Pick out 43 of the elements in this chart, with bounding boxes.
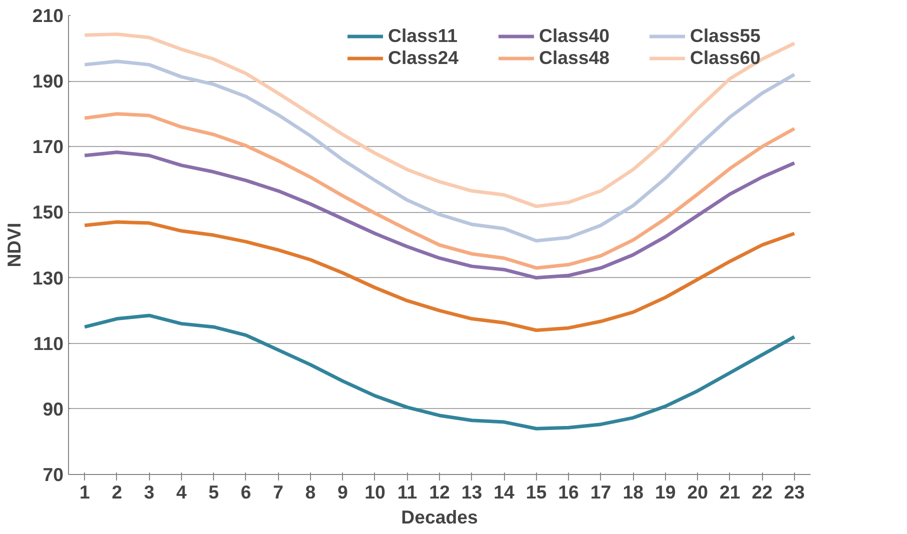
y-tick-label: 110 (33, 332, 64, 354)
x-tick-label: 23 (784, 482, 805, 502)
x-tick-label: 16 (558, 482, 579, 502)
legend-label: Class24 (388, 47, 460, 69)
x-tick-label: 5 (208, 482, 219, 502)
x-tick-label: 11 (397, 482, 418, 502)
legend-label: Class48 (539, 47, 611, 69)
x-tick-label: 15 (526, 482, 547, 502)
line-series (82, 220, 796, 332)
x-tick-label: 17 (590, 482, 612, 502)
y-tick-label: 190 (32, 70, 64, 92)
y-tick-label: 130 (32, 267, 64, 288)
y-tick-label: 70 (42, 464, 64, 485)
x-tick-label: 1 (79, 482, 90, 502)
legend-label: Class11 (388, 25, 459, 47)
line-series (82, 150, 796, 280)
x-tick-label: 7 (273, 482, 284, 502)
legend-label: Class60 (690, 47, 762, 69)
x-tick-label: 22 (752, 482, 772, 502)
x-tick-label: 4 (176, 482, 188, 502)
x-tick-label: 2 (112, 482, 122, 502)
x-tick-label: 21 (719, 482, 740, 502)
x-tick-label: 14 (494, 482, 516, 502)
x-tick-label: 12 (429, 482, 450, 502)
x-tick-label: 3 (144, 482, 154, 502)
x-tick-label: 13 (461, 482, 482, 502)
y-tick-label: 210 (32, 5, 64, 26)
x-tick-label: 8 (305, 482, 316, 502)
line-series (82, 314, 796, 430)
legend-label: Class40 (539, 25, 611, 47)
x-tick-label: 10 (364, 482, 386, 502)
x-tick-label: 18 (622, 482, 644, 502)
x-tick-label: 6 (240, 482, 252, 502)
y-tick-label: 170 (32, 136, 64, 158)
legend-label: Class55 (690, 25, 762, 47)
x-axis-title: Decades (401, 506, 478, 528)
x-tick-label: 20 (687, 482, 708, 502)
y-axis-title: NDVI (3, 222, 24, 268)
y-tick-label: 90 (42, 398, 64, 420)
line-series (82, 112, 796, 270)
y-tick-label: 150 (32, 202, 64, 223)
x-tick-label: 9 (338, 482, 348, 502)
x-tick-label: 19 (654, 482, 676, 502)
